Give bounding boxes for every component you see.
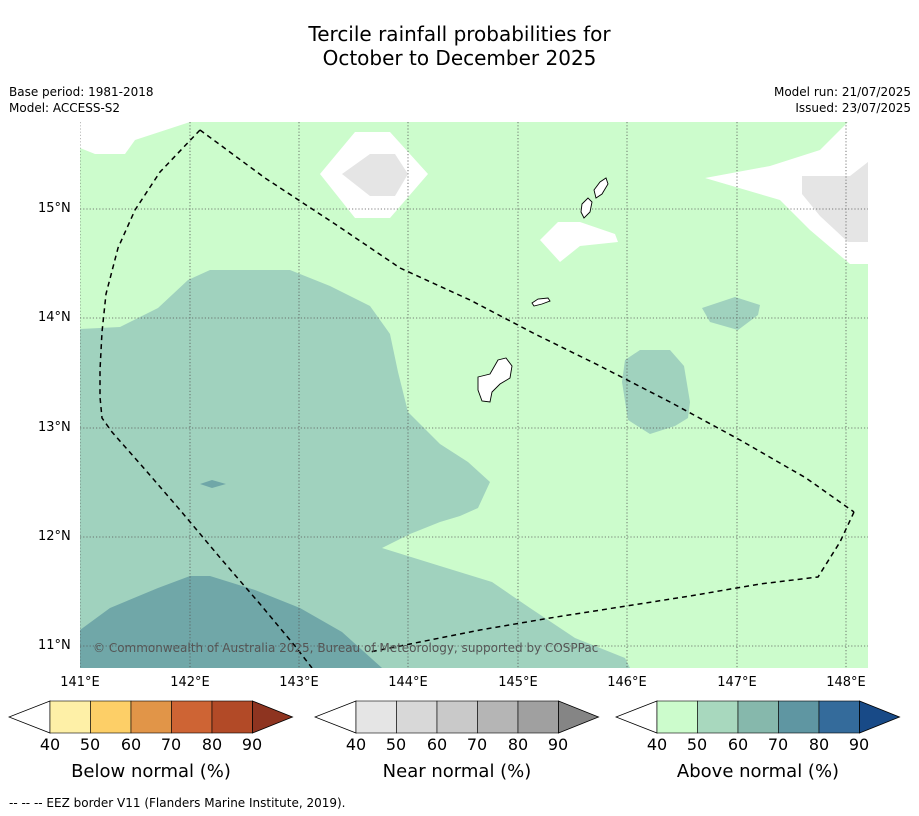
map-title: Tercile rainfall probabilities for Octob… [0,22,919,70]
near-tick-90: 90 [547,735,569,754]
colorbar-segment [477,700,519,734]
below-tick-60: 60 [120,735,142,754]
colorbar-segment [737,700,779,734]
lon-label-148e: 148°E [826,675,866,690]
above-tick-70: 70 [767,735,789,754]
near-tick-60: 60 [426,735,448,754]
title-line-1: Tercile rainfall probabilities for [308,22,611,46]
near-normal-region-north [342,154,408,196]
above-normal-title: Above normal (%) [676,761,840,782]
no-dominant-region-ne [705,122,868,264]
islands [477,177,609,403]
colorbar-high-triangle [558,700,600,734]
meta-left: Base period: 1981-2018 Model: ACCESS-S2 [9,84,154,116]
title-line-2: October to December 2025 [322,46,597,70]
colorbar-below-normal [8,700,294,734]
colorbar-low-triangle [8,700,51,734]
colorbar-segment [396,700,438,734]
lat-label-12n: 12°N [38,529,71,544]
colorbar-segment [436,700,478,734]
below-tick-90: 90 [241,735,263,754]
model-run: Model run: 21/07/2025 [773,85,911,99]
above-tick-60: 60 [727,735,749,754]
below-normal-title: Below normal (%) [71,761,231,782]
lon-label-143e: 143°E [279,675,319,690]
colorbar-segment [171,700,213,734]
island-guam [477,357,513,403]
model-name: Model: ACCESS-S2 [9,101,121,115]
colorbar-near-normal [314,700,600,734]
above-tick-50: 50 [686,735,708,754]
lon-label-147e: 147°E [717,675,757,690]
above-normal-50-60-region-east [622,350,690,434]
colorbar-segment [818,700,860,734]
colorbar-above-normal [615,700,901,734]
base-period: Base period: 1981-2018 [9,85,154,99]
below-tick-70: 70 [160,735,182,754]
lon-label-146e: 146°E [607,675,647,690]
near-tick-80: 80 [507,735,529,754]
lat-label-11n: 11°N [38,638,71,653]
near-normal-region-ne [802,162,868,242]
colorbar-low-triangle [314,700,357,734]
above-normal-50-60-region-ne [702,297,760,330]
lat-label-13n: 13°N [38,420,71,435]
lon-label-145e: 145°E [498,675,538,690]
colorbar-high-triangle [252,700,294,734]
colorbar-segment [778,700,820,734]
above-normal-50-60-region-sw [80,270,630,668]
below-tick-80: 80 [201,735,223,754]
above-tick-80: 80 [808,735,830,754]
colorbar-segment [130,700,172,734]
colorbar-segment [517,700,559,734]
below-tick-50: 50 [79,735,101,754]
lat-label-14n: 14°N [38,310,71,325]
above-tick-40: 40 [646,735,668,754]
colorbar-segment [49,700,91,734]
eez-border-north [199,129,855,513]
gridlines [80,122,868,668]
issued-date: Issued: 23/07/2025 [795,101,911,115]
colorbar-segment [697,700,739,734]
meta-right: Model run: 21/07/2025 Issued: 23/07/2025 [774,84,911,116]
colorbar-segment [90,700,132,734]
lat-label-15n: 15°N [38,201,71,216]
above-tick-90: 90 [848,735,870,754]
near-tick-40: 40 [345,735,367,754]
island-saipan [593,177,609,199]
no-dominant-region-nw [80,122,190,154]
above-normal-60-70-region-small [200,480,226,488]
eez-border [99,129,313,668]
copyright-notice: © Commonwealth of Australia 2025, Bureau… [93,641,599,655]
island-tinian [580,197,593,219]
near-tick-50: 50 [385,735,407,754]
lon-label-144e: 144°E [388,675,428,690]
colorbar-segment [355,700,397,734]
colorbar-segment [211,700,253,734]
below-tick-40: 40 [39,735,61,754]
colorbar-low-triangle [615,700,658,734]
near-tick-70: 70 [466,735,488,754]
map-plot [80,122,868,668]
lon-label-142e: 142°E [170,675,210,690]
colorbar-high-triangle [859,700,901,734]
above-normal-60-70-region-sw [80,576,382,668]
eez-footnote: -- -- -- EEZ border V11 (Flanders Marine… [9,796,346,810]
near-normal-title: Near normal (%) [382,761,532,782]
island-rota [531,297,551,307]
lon-label-141e: 141°E [60,675,100,690]
no-dominant-region-central [540,222,618,262]
colorbar-segment [656,700,698,734]
